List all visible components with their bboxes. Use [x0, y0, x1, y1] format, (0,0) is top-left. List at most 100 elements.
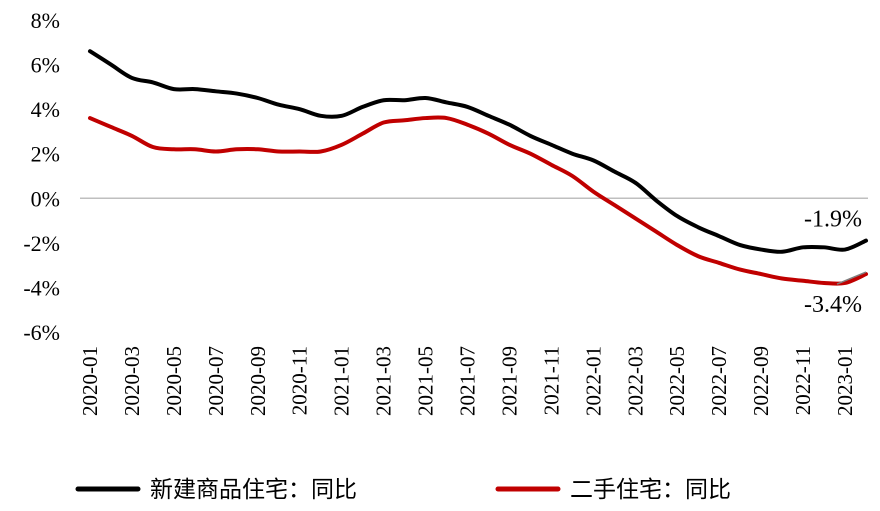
data-point-new-home	[612, 170, 616, 174]
data-point-new-home	[507, 123, 511, 127]
data-point-second-hand	[256, 147, 260, 151]
series-lines	[88, 49, 868, 286]
x-axis: 2020-01 2020-03 2020-05 2020-07 2020-09 2020-…	[78, 346, 857, 416]
annotations: -1.9% -3.4%	[804, 207, 867, 318]
y-tick-label: 2%	[31, 142, 60, 167]
data-point-new-home	[654, 199, 658, 203]
data-point-second-hand	[424, 116, 428, 120]
data-point-second-hand	[88, 116, 92, 120]
x-tick-label: 2021-01	[330, 346, 354, 416]
x-tick-label: 2020-09	[246, 346, 270, 416]
data-point-new-home	[822, 245, 826, 249]
data-point-second-hand	[717, 261, 721, 265]
y-tick-label: -2%	[23, 231, 60, 256]
data-point-new-home	[549, 143, 553, 147]
data-point-new-home	[591, 158, 595, 162]
data-point-new-home	[801, 245, 805, 249]
data-point-second-hand	[382, 121, 386, 125]
data-point-second-hand	[759, 272, 763, 276]
data-point-second-hand	[696, 254, 700, 258]
x-tick-label: 2021-07	[456, 346, 480, 416]
data-point-second-hand	[549, 163, 553, 167]
data-point-second-hand	[675, 243, 679, 247]
data-point-second-hand	[466, 123, 470, 127]
data-point-second-hand	[340, 143, 344, 147]
data-point-second-hand	[298, 149, 302, 153]
data-point-new-home	[193, 87, 197, 91]
data-point-new-home	[361, 105, 365, 109]
data-point-second-hand	[654, 230, 658, 234]
x-tick-label: 2020-01	[78, 346, 102, 416]
data-point-new-home	[696, 225, 700, 229]
data-point-second-hand	[319, 149, 323, 153]
data-point-second-hand	[864, 272, 868, 276]
data-point-new-home	[109, 63, 113, 67]
data-point-new-home	[151, 80, 155, 84]
data-point-new-home	[403, 98, 407, 102]
data-point-second-hand	[277, 149, 281, 153]
data-point-new-home	[675, 214, 679, 218]
data-point-new-home	[130, 76, 134, 80]
data-point-second-hand	[843, 281, 847, 285]
data-point-second-hand	[486, 132, 490, 136]
data-point-new-home	[780, 250, 784, 254]
data-point-new-home	[382, 98, 386, 102]
x-tick-label: 2020-11	[288, 346, 312, 415]
x-tick-label: 2020-05	[162, 346, 186, 416]
legend-label-second-hand: 二手住宅：同比	[570, 477, 731, 503]
data-point-new-home	[235, 92, 239, 96]
x-tick-label: 2022-01	[581, 346, 605, 416]
data-point-second-hand	[172, 147, 176, 151]
y-tick-label: 4%	[31, 97, 60, 122]
data-point-new-home	[759, 248, 763, 252]
annotation-new-home: -1.9%	[804, 207, 862, 233]
data-point-new-home	[843, 248, 847, 252]
y-tick-label: -4%	[23, 275, 60, 300]
data-point-new-home	[445, 100, 449, 104]
data-point-new-home	[633, 181, 637, 185]
data-point-new-home	[340, 114, 344, 118]
data-point-new-home	[88, 49, 92, 53]
data-point-second-hand	[822, 281, 826, 285]
series-line-new-home	[88, 49, 868, 254]
data-point-second-hand	[633, 216, 637, 220]
data-point-new-home	[466, 105, 470, 109]
data-point-new-home	[172, 87, 176, 91]
data-point-second-hand	[130, 134, 134, 138]
data-point-second-hand	[570, 174, 574, 178]
data-point-new-home	[256, 96, 260, 100]
series-line-second-hand	[88, 115, 868, 286]
y-tick-label: -6%	[23, 320, 60, 345]
x-tick-label: 2023-01	[833, 346, 857, 416]
y-axis: 8% 6% 4% 2% 0% -2% -4% -6%	[23, 8, 60, 345]
x-tick-label: 2021-11	[539, 346, 563, 415]
x-tick-label: 2021-03	[372, 346, 396, 416]
data-point-new-home	[570, 152, 574, 156]
data-point-second-hand	[591, 190, 595, 194]
data-point-new-home	[277, 103, 281, 107]
data-point-second-hand	[403, 118, 407, 122]
data-point-second-hand	[780, 277, 784, 281]
data-point-second-hand	[361, 132, 365, 136]
y-tick-label: 8%	[31, 8, 60, 33]
x-tick-label: 2020-03	[120, 346, 144, 416]
data-point-second-hand	[445, 116, 449, 120]
data-point-new-home	[486, 114, 490, 118]
data-point-new-home	[214, 89, 218, 93]
data-point-second-hand	[214, 149, 218, 153]
x-tick-label: 2022-07	[707, 346, 731, 416]
data-point-second-hand	[235, 147, 239, 151]
annotation-second-hand: -3.4%	[804, 292, 862, 318]
data-point-second-hand	[507, 143, 511, 147]
x-tick-label: 2021-09	[498, 346, 522, 416]
data-point-second-hand	[612, 203, 616, 207]
data-point-new-home	[319, 114, 323, 118]
data-point-second-hand	[738, 268, 742, 272]
data-point-second-hand	[151, 145, 155, 149]
data-point-new-home	[864, 239, 868, 243]
data-point-second-hand	[801, 279, 805, 283]
data-point-second-hand	[193, 147, 197, 151]
x-tick-label: 2022-05	[665, 346, 689, 416]
y-tick-label: 6%	[31, 53, 60, 78]
